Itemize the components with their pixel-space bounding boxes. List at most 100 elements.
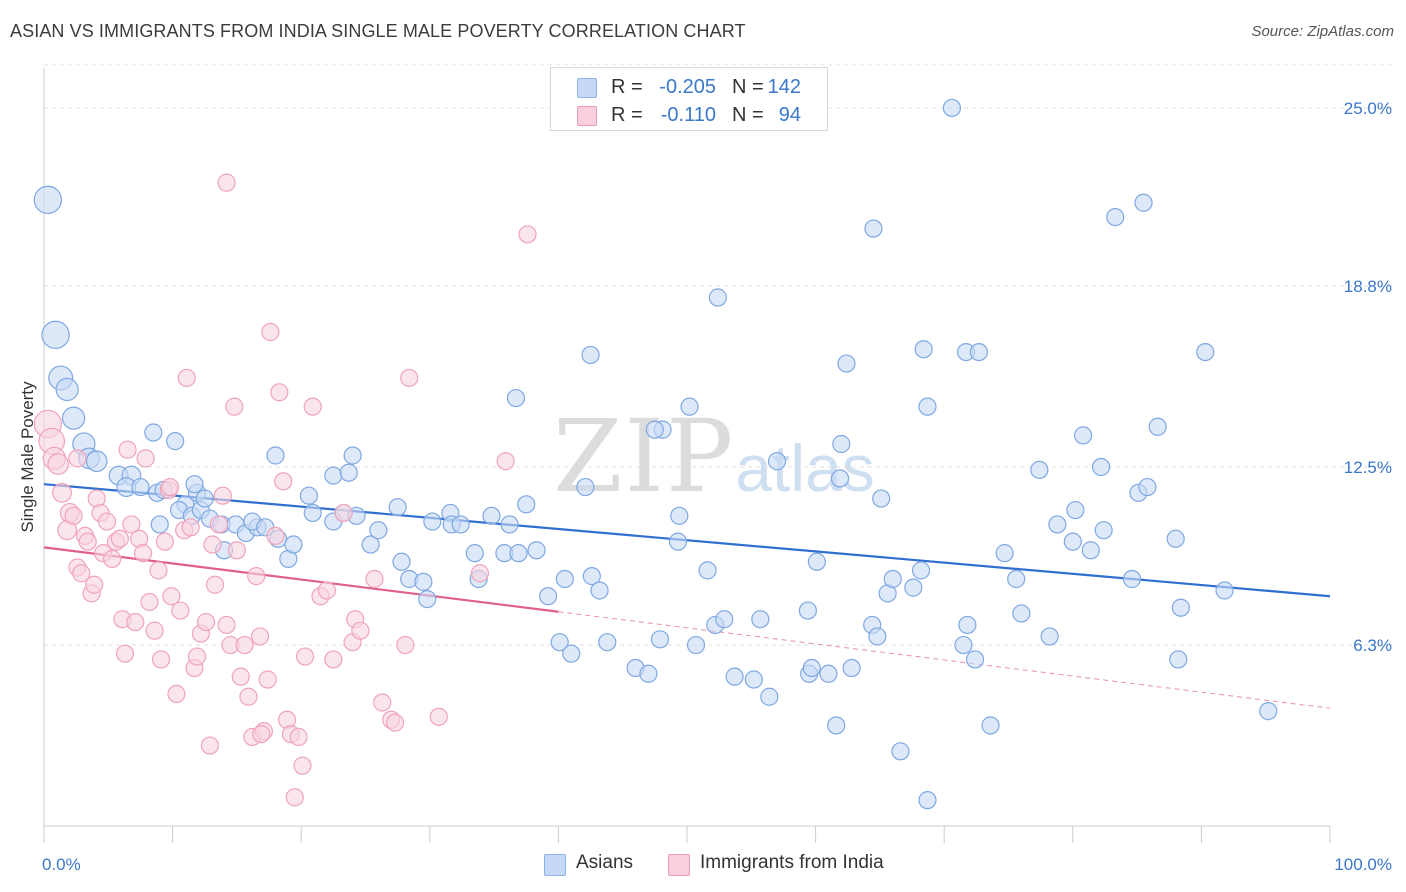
asians-point xyxy=(942,98,962,118)
asians-point xyxy=(686,635,706,655)
asians-point xyxy=(981,716,1000,735)
asians-point xyxy=(872,489,891,508)
asians-point xyxy=(361,535,380,554)
india-point xyxy=(196,612,216,632)
asians-point xyxy=(590,581,609,600)
asians-point xyxy=(645,420,664,439)
asians-point xyxy=(576,477,595,497)
asians-point xyxy=(539,587,558,606)
asians-trend-line xyxy=(43,483,1331,598)
asians-point xyxy=(1169,650,1188,669)
asians-point xyxy=(85,450,108,473)
asians-point xyxy=(1138,477,1157,497)
india-point xyxy=(227,541,246,560)
asians-point xyxy=(864,219,883,238)
grid-lines xyxy=(44,64,1392,646)
india-point xyxy=(351,621,370,640)
asians-point xyxy=(1166,529,1185,548)
asians-point xyxy=(55,377,79,402)
legend-swatch-india xyxy=(577,106,597,126)
legend-row-india: R = -0.110 N = 94 xyxy=(551,102,827,130)
india-point xyxy=(334,503,353,523)
asians-point xyxy=(582,567,601,586)
asians-point xyxy=(802,658,821,678)
asians-point xyxy=(680,397,699,416)
india-point xyxy=(110,529,129,548)
asians-point xyxy=(418,589,437,609)
india-point xyxy=(258,670,277,689)
trend-lines xyxy=(43,483,1331,709)
asians-point xyxy=(958,615,977,635)
asians-point xyxy=(969,342,989,362)
asians-point xyxy=(303,503,322,523)
asians-point xyxy=(911,561,931,580)
india-point xyxy=(225,397,244,416)
asians-point xyxy=(1066,500,1085,520)
asians-point xyxy=(185,475,204,494)
asians-point xyxy=(842,658,861,678)
asians-point xyxy=(725,667,744,686)
series-swatch-asians xyxy=(544,854,566,876)
india-point xyxy=(97,512,117,531)
india-point xyxy=(213,486,232,505)
india-trend-line xyxy=(43,546,559,613)
asians-point xyxy=(1196,342,1215,362)
india-point xyxy=(470,564,490,583)
axes xyxy=(43,68,1331,843)
asians-point xyxy=(708,288,727,307)
y-axis-label: Single Male Poverty xyxy=(18,381,37,533)
asians-point xyxy=(1030,460,1049,479)
asians-point xyxy=(1073,426,1093,445)
india-point xyxy=(136,449,155,468)
y-tick-label: 6.3% xyxy=(1353,636,1392,655)
asians-point xyxy=(1171,598,1190,617)
india-point xyxy=(317,581,337,600)
asians-point xyxy=(284,535,303,554)
india-point xyxy=(250,627,270,646)
asians-point xyxy=(819,664,838,683)
asians-point xyxy=(555,569,574,589)
asians-point xyxy=(904,578,923,597)
asians-point xyxy=(500,515,519,534)
india-point xyxy=(205,575,225,594)
asians-point xyxy=(767,452,787,471)
india-point xyxy=(235,635,254,655)
india-point xyxy=(140,592,159,612)
asians-point xyxy=(1091,457,1111,477)
legend-n-value: 142 xyxy=(767,76,801,98)
series-legend: Asians Immigrants from India xyxy=(0,852,1406,878)
india-point xyxy=(64,506,83,525)
y-tick-label: 25.0% xyxy=(1344,99,1392,118)
asians-point xyxy=(807,552,826,571)
india-point xyxy=(162,587,181,606)
legend-n-label: N = xyxy=(732,104,764,126)
india-point xyxy=(149,561,168,580)
legend-n-label: N = xyxy=(732,76,764,98)
asians-point xyxy=(1094,521,1113,540)
legend-r-value: -0.110 xyxy=(660,104,716,126)
asians-point xyxy=(827,716,846,735)
asians-point xyxy=(324,466,343,485)
y-tick-label: 12.5% xyxy=(1344,458,1392,477)
asians-point xyxy=(1040,627,1059,646)
india-point xyxy=(293,756,312,775)
asians-point xyxy=(150,515,169,534)
y-tick-label: 18.8% xyxy=(1344,277,1392,296)
legend-n-value: 94 xyxy=(778,104,801,126)
asians-point xyxy=(482,506,501,525)
india-point xyxy=(133,544,153,563)
asians-point xyxy=(166,432,185,451)
asians-point xyxy=(670,506,689,525)
india-point xyxy=(171,601,190,620)
asians-point xyxy=(343,446,362,465)
series-swatch-india xyxy=(668,854,690,876)
india-point xyxy=(289,727,308,747)
asians-point xyxy=(1007,569,1026,589)
india-point xyxy=(270,383,289,402)
asians-point xyxy=(195,489,214,508)
india-point xyxy=(217,615,236,635)
asians-point xyxy=(830,469,850,488)
india-point xyxy=(126,612,145,632)
india-point xyxy=(103,549,122,568)
